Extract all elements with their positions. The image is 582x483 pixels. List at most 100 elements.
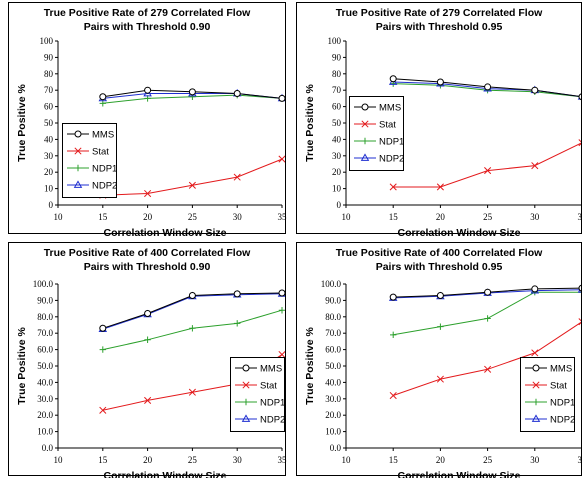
legend-label-ndp2: NDP2 <box>92 181 117 192</box>
x-axis-label: Correlation Window Size <box>398 470 521 478</box>
legend-marker-mms <box>533 365 539 371</box>
point-mms <box>279 290 285 296</box>
y-tick-label: 70 <box>332 85 342 95</box>
y-tick-label: 70.0 <box>37 328 53 338</box>
x-tick-label: 20 <box>143 212 153 222</box>
y-tick-label: 90 <box>332 52 342 62</box>
chart-title-line-1: True Positive Rate of 279 Correlated Flo… <box>336 7 543 19</box>
y-tick-label: 40.0 <box>325 377 341 387</box>
x-tick-label: 25 <box>188 455 198 465</box>
x-tick-label: 15 <box>389 212 399 222</box>
y-tick-label: 20.0 <box>37 410 53 420</box>
legend-marker-mms <box>362 104 368 110</box>
legend-label-stat: Stat <box>260 381 277 392</box>
legend-label-ndp1: NDP1 <box>550 398 575 409</box>
legend-label-ndp2: NDP2 <box>550 415 575 426</box>
x-tick-label: 35 <box>578 455 582 465</box>
x-tick-label: 10 <box>54 455 64 465</box>
y-tick-label: 50.0 <box>325 361 341 371</box>
x-tick-label: 20 <box>436 455 446 465</box>
x-tick-label: 15 <box>98 212 108 222</box>
x-tick-label: 10 <box>342 455 352 465</box>
x-axis-label: Correlation Window Size <box>104 227 227 239</box>
x-tick-label: 35 <box>278 212 288 222</box>
x-tick-label: 25 <box>483 212 493 222</box>
y-tick-label: 60.0 <box>37 345 53 355</box>
chart-title-line-2: Pairs with Threshold 0.95 <box>376 261 503 273</box>
y-tick-label: 50 <box>44 118 54 128</box>
y-tick-label: 80.0 <box>37 312 53 322</box>
chart-panel-2: True Positive Rate of 279 Correlated Flo… <box>297 3 582 240</box>
y-tick-label: 30 <box>332 151 342 161</box>
x-tick-label: 25 <box>188 212 198 222</box>
y-axis-label: True Positive % <box>16 327 28 405</box>
y-tick-label: 70.0 <box>325 328 341 338</box>
y-tick-label: 90.0 <box>37 295 53 305</box>
legend-label-ndp1: NDP1 <box>260 398 285 409</box>
y-tick-label: 0.0 <box>330 443 342 453</box>
x-tick-label: 25 <box>483 455 493 465</box>
y-tick-label: 100 <box>40 36 54 46</box>
x-axis-label: Correlation Window Size <box>104 470 227 478</box>
y-tick-label: 20 <box>44 167 54 177</box>
point-mms <box>532 87 538 93</box>
y-tick-label: 40 <box>332 134 342 144</box>
legend-label-mms: MMS <box>550 364 572 375</box>
y-tick-label: 60 <box>332 102 342 112</box>
point-mms <box>100 94 106 100</box>
legend-label-mms: MMS <box>92 130 114 141</box>
y-axis-label: True Positive % <box>16 84 28 162</box>
y-tick-label: 60.0 <box>325 345 341 355</box>
y-axis-label: True Positive % <box>304 327 316 405</box>
y-tick-label: 80 <box>332 69 342 79</box>
chart-title-line-1: True Positive Rate of 400 Correlated Flo… <box>44 247 251 259</box>
legend-label-mms: MMS <box>260 364 282 375</box>
point-mms <box>390 76 396 82</box>
chart-title-line-1: True Positive Rate of 279 Correlated Flo… <box>44 7 251 19</box>
x-tick-label: 20 <box>436 212 446 222</box>
x-tick-label: 15 <box>98 455 108 465</box>
y-tick-label: 10 <box>44 184 54 194</box>
legend: MMS Stat NDP1 NDP2 <box>231 358 286 432</box>
point-mms <box>390 294 396 300</box>
chart-panel-1: True Positive Rate of 279 Correlated Flo… <box>9 3 288 240</box>
chart-panel-3: True Positive Rate of 400 Correlated Flo… <box>9 243 288 479</box>
x-tick-label: 20 <box>143 455 153 465</box>
x-tick-label: 30 <box>233 455 243 465</box>
y-tick-label: 80.0 <box>325 312 341 322</box>
y-tick-label: 80 <box>44 69 54 79</box>
point-mms <box>437 292 443 298</box>
point-mms <box>485 84 491 90</box>
x-tick-label: 30 <box>530 455 540 465</box>
y-tick-label: 20.0 <box>325 410 341 420</box>
y-tick-label: 10.0 <box>37 427 53 437</box>
y-tick-label: 10 <box>332 184 342 194</box>
y-tick-label: 100.0 <box>33 279 54 289</box>
point-mms <box>532 286 538 292</box>
y-tick-label: 40 <box>44 134 54 144</box>
legend-label-stat: Stat <box>379 120 396 131</box>
chart-title-line-1: True Positive Rate of 400 Correlated Flo… <box>336 247 543 259</box>
chart-title-line-2: Pairs with Threshold 0.90 <box>84 261 211 273</box>
point-mms <box>189 292 195 298</box>
x-tick-label: 10 <box>342 212 352 222</box>
point-mms <box>234 90 240 96</box>
y-tick-label: 100.0 <box>321 279 342 289</box>
x-axis-label: Correlation Window Size <box>398 227 521 239</box>
point-mms <box>485 289 491 295</box>
legend-label-ndp2: NDP2 <box>260 415 285 426</box>
point-mms <box>145 311 151 317</box>
y-axis-label: True Positive % <box>304 84 316 162</box>
legend-marker-mms <box>243 365 249 371</box>
y-tick-label: 30.0 <box>37 394 53 404</box>
point-mms <box>100 325 106 331</box>
y-tick-label: 100 <box>328 36 342 46</box>
y-tick-label: 50.0 <box>37 361 53 371</box>
point-mms <box>189 89 195 95</box>
x-tick-label: 35 <box>578 212 582 222</box>
legend-label-ndp1: NDP1 <box>92 164 117 175</box>
point-mms <box>279 95 285 101</box>
x-tick-label: 10 <box>54 212 64 222</box>
